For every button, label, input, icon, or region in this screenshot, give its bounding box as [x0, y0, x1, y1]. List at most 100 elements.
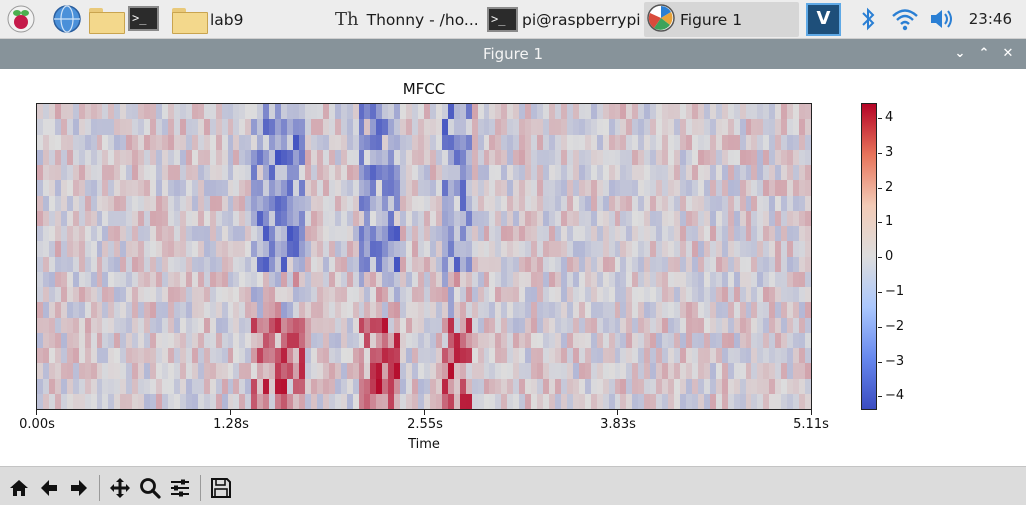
- heatmap-cell: [650, 332, 657, 348]
- heatmap-cell: [680, 195, 686, 211]
- heatmap-cell: [501, 393, 508, 409]
- heatmap-cell: [441, 393, 448, 409]
- heatmap-cell: [120, 302, 127, 318]
- heatmap-cell: [596, 302, 603, 318]
- heatmap-cell: [304, 256, 311, 272]
- heatmap-cell: [709, 180, 716, 196]
- forward-button[interactable]: [66, 475, 92, 501]
- heatmap-cell: [269, 332, 276, 348]
- heatmap-cell: [293, 210, 299, 226]
- heatmap-cell: [650, 348, 657, 364]
- heatmap-cell: [483, 195, 490, 211]
- heatmap-cell: [453, 287, 460, 303]
- heatmap-cell: [215, 317, 222, 333]
- heatmap-cell: [340, 134, 347, 150]
- heatmap-cell: [78, 302, 85, 318]
- heatmap-cell: [370, 134, 377, 150]
- heatmap-cell: [554, 302, 561, 318]
- heatmap-cell: [614, 149, 621, 165]
- file-manager-icon[interactable]: [89, 4, 125, 34]
- heatmap-cell: [245, 149, 252, 165]
- heatmap-cell: [441, 287, 448, 303]
- pan-button[interactable]: [107, 475, 133, 501]
- heatmap-cell: [179, 256, 186, 272]
- heatmap-cell: [650, 210, 657, 226]
- task-button-thonny[interactable]: Th Thonny - /ho...: [335, 2, 485, 37]
- heatmap-cell: [537, 287, 544, 303]
- heatmap-cell: [590, 149, 597, 165]
- heatmap-cell: [447, 363, 454, 379]
- heatmap-cell: [721, 241, 728, 257]
- terminal-launcher-icon[interactable]: >_: [128, 4, 162, 34]
- heatmap-cell: [477, 104, 484, 120]
- heatmap-cell: [465, 195, 472, 211]
- heatmap-cell: [138, 134, 145, 150]
- heatmap-cell: [334, 241, 341, 257]
- heatmap-cell: [322, 378, 329, 394]
- heatmap-cell: [543, 271, 550, 287]
- heatmap-cell: [310, 302, 317, 318]
- heatmap-cell: [96, 378, 103, 394]
- clock[interactable]: 23:46: [968, 10, 1012, 28]
- heatmap-cell: [150, 195, 157, 211]
- heatmap-cell: [251, 332, 258, 348]
- heatmap-cell: [620, 104, 627, 120]
- heatmap-cell: [150, 149, 157, 165]
- bluetooth-icon[interactable]: [857, 4, 879, 34]
- heatmap-cell: [423, 363, 430, 379]
- raspberry-menu-icon[interactable]: [6, 4, 36, 34]
- task-button-terminal[interactable]: >_ pi@raspberrypi...: [487, 2, 642, 37]
- heatmap-cell: [37, 393, 43, 409]
- web-browser-icon[interactable]: [52, 4, 82, 34]
- heatmap-cell: [179, 195, 186, 211]
- heatmap-cell: [120, 226, 127, 242]
- heatmap-cell: [680, 210, 686, 226]
- heatmap-cell: [37, 104, 43, 120]
- heatmap-cell: [787, 149, 794, 165]
- heatmap-cell: [799, 317, 806, 333]
- heatmap-cell: [578, 226, 585, 242]
- heatmap-cell: [435, 348, 442, 364]
- heatmap-cell: [471, 180, 478, 196]
- mfcc-heatmap[interactable]: [36, 103, 812, 410]
- heatmap-cell: [334, 393, 341, 409]
- task-button-figure[interactable]: Figure 1: [644, 2, 799, 37]
- window-titlebar[interactable]: Figure 1 ⌄ ⌃ ✕: [0, 39, 1026, 69]
- heatmap-cell: [233, 241, 240, 257]
- vnc-icon[interactable]: V: [806, 3, 841, 36]
- heatmap-cell: [197, 271, 204, 287]
- heatmap-cell: [560, 332, 567, 348]
- heatmap-cell: [138, 378, 145, 394]
- heatmap-cell: [757, 378, 764, 394]
- heatmap-cell: [287, 363, 293, 379]
- heatmap-cell: [167, 378, 174, 394]
- close-icon[interactable]: ✕: [1002, 46, 1014, 61]
- heatmap-cell: [429, 165, 436, 181]
- heatmap-cell: [150, 317, 157, 333]
- configure-subplots-button[interactable]: [167, 475, 193, 501]
- zoom-button[interactable]: [137, 475, 163, 501]
- heatmap-cell: [37, 256, 43, 272]
- minimize-icon[interactable]: ⌄: [954, 46, 966, 61]
- task-button-lab9[interactable]: lab9: [172, 2, 327, 37]
- heatmap-cell: [60, 317, 67, 333]
- back-button[interactable]: [36, 475, 62, 501]
- volume-icon[interactable]: [927, 4, 957, 34]
- heatmap-cell: [501, 210, 508, 226]
- heatmap-cell: [382, 348, 389, 364]
- heatmap-cell: [674, 287, 680, 303]
- save-button[interactable]: [208, 475, 234, 501]
- heatmap-cell: [257, 256, 264, 272]
- maximize-icon[interactable]: ⌃: [978, 46, 990, 61]
- heatmap-cell: [162, 332, 168, 348]
- heatmap-cell: [751, 210, 758, 226]
- home-button[interactable]: [6, 475, 32, 501]
- heatmap-cell: [769, 271, 776, 287]
- heatmap-cell: [602, 332, 609, 348]
- heatmap-cell: [781, 149, 788, 165]
- wifi-icon[interactable]: [890, 4, 920, 34]
- heatmap-cell: [513, 149, 520, 165]
- heatmap-cell: [757, 180, 764, 196]
- heatmap-cell: [680, 104, 686, 120]
- heatmap-cell: [769, 165, 776, 181]
